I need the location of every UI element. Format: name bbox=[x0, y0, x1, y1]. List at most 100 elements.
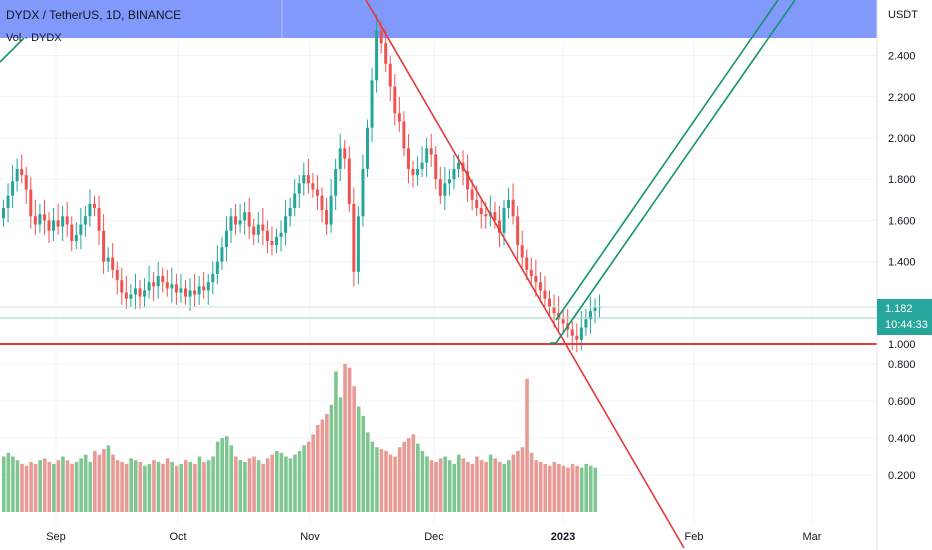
candle-body bbox=[484, 214, 488, 217]
volume-bar bbox=[416, 443, 420, 512]
candle-body bbox=[102, 230, 106, 262]
volume-bar bbox=[370, 441, 375, 512]
candle-body bbox=[211, 273, 215, 283]
candle-body bbox=[256, 224, 260, 235]
candle-body bbox=[143, 290, 147, 297]
candle-body bbox=[429, 148, 433, 155]
candle-body bbox=[548, 298, 551, 307]
channel-lower-line[interactable] bbox=[555, 0, 796, 344]
candle-body bbox=[325, 210, 329, 225]
volume-bar bbox=[234, 456, 238, 512]
channel-upper-line[interactable] bbox=[555, 0, 779, 321]
volume-bar bbox=[275, 450, 279, 512]
volume-bar bbox=[111, 454, 115, 512]
candle-body bbox=[593, 306, 597, 312]
volume-bar bbox=[24, 465, 29, 512]
volume-bar bbox=[429, 460, 434, 512]
candle-body bbox=[507, 199, 511, 209]
candle-body bbox=[397, 113, 401, 122]
volume-bar bbox=[302, 445, 306, 512]
volume-bar bbox=[493, 458, 497, 512]
currency-unit-label: USDT bbox=[888, 9, 918, 21]
candle-body bbox=[265, 230, 269, 241]
volume-bar bbox=[20, 463, 24, 512]
candle-body bbox=[434, 154, 438, 180]
candle-body bbox=[284, 216, 288, 233]
candle-body bbox=[33, 216, 37, 225]
volume-bar bbox=[352, 386, 356, 512]
volume-bar bbox=[152, 460, 156, 512]
volume-bar bbox=[184, 460, 188, 512]
volume-bar bbox=[33, 463, 38, 512]
candle-body bbox=[475, 199, 479, 209]
candle-body bbox=[202, 286, 206, 291]
bar-countdown: 10:44:33 bbox=[885, 319, 928, 331]
volume-bar bbox=[297, 450, 302, 512]
volume-bar bbox=[534, 460, 538, 512]
candle-body bbox=[24, 175, 28, 190]
volume-bar bbox=[252, 456, 256, 512]
volume-bar bbox=[361, 415, 366, 512]
volume-bar bbox=[497, 462, 502, 512]
candle-body bbox=[70, 224, 74, 241]
volume-bar bbox=[334, 371, 338, 512]
candle-body bbox=[252, 226, 256, 235]
candle-body bbox=[111, 257, 115, 270]
volume-bar bbox=[438, 458, 443, 512]
candle-body bbox=[402, 121, 406, 149]
candle-body bbox=[97, 208, 101, 231]
candle-body bbox=[229, 216, 233, 231]
candle-body bbox=[83, 216, 87, 225]
volume-indicator-label[interactable]: Vol · DYDX bbox=[6, 32, 62, 44]
volume-bars bbox=[2, 364, 598, 512]
y-tick-label: 0.200 bbox=[888, 470, 916, 482]
last-price-badge: 1.182 10:44:33 bbox=[877, 299, 932, 335]
candle-body bbox=[343, 148, 347, 159]
candle-body bbox=[56, 220, 60, 227]
volume-bar bbox=[443, 456, 447, 512]
candle-body bbox=[552, 306, 556, 314]
candle-body bbox=[579, 327, 583, 340]
volume-bar bbox=[306, 441, 311, 512]
candle-body bbox=[575, 335, 579, 340]
volume-bar bbox=[557, 463, 561, 512]
candle-body bbox=[588, 311, 592, 320]
candle-body bbox=[184, 288, 187, 297]
volume-bar bbox=[507, 460, 511, 512]
candle-body bbox=[147, 282, 151, 291]
descending-trendline[interactable] bbox=[365, 0, 685, 549]
candle-body bbox=[106, 257, 110, 262]
volume-bar bbox=[293, 454, 297, 512]
candle-body bbox=[129, 294, 133, 299]
volume-bar bbox=[475, 456, 479, 512]
candle-body bbox=[215, 261, 219, 274]
candle-body bbox=[516, 216, 520, 246]
volume-bar bbox=[188, 462, 193, 512]
candle-body bbox=[457, 162, 460, 169]
candles bbox=[2, 14, 602, 353]
candle-body bbox=[47, 220, 51, 231]
candle-body bbox=[11, 181, 15, 196]
volume-bar bbox=[338, 397, 343, 512]
volume-bar bbox=[470, 463, 475, 512]
volume-bar bbox=[56, 460, 61, 512]
volume-bar bbox=[238, 460, 243, 512]
volume-bar bbox=[83, 454, 88, 512]
resistance-zone[interactable] bbox=[0, 0, 877, 38]
candle-body bbox=[525, 257, 529, 270]
volume-bar bbox=[484, 462, 488, 512]
volume-bar bbox=[93, 450, 97, 512]
candle-body bbox=[452, 168, 456, 180]
volume-bar bbox=[29, 462, 33, 512]
candle-body bbox=[561, 319, 565, 324]
volume-bar bbox=[529, 452, 534, 512]
candle-body bbox=[320, 195, 324, 211]
candle-body bbox=[93, 203, 96, 209]
candle-body bbox=[443, 183, 447, 196]
volume-bar bbox=[206, 460, 211, 512]
volume-bar bbox=[115, 460, 120, 512]
left-green-trendline[interactable] bbox=[0, 37, 25, 63]
volume-bar bbox=[488, 454, 493, 512]
volume-bar bbox=[284, 456, 288, 512]
